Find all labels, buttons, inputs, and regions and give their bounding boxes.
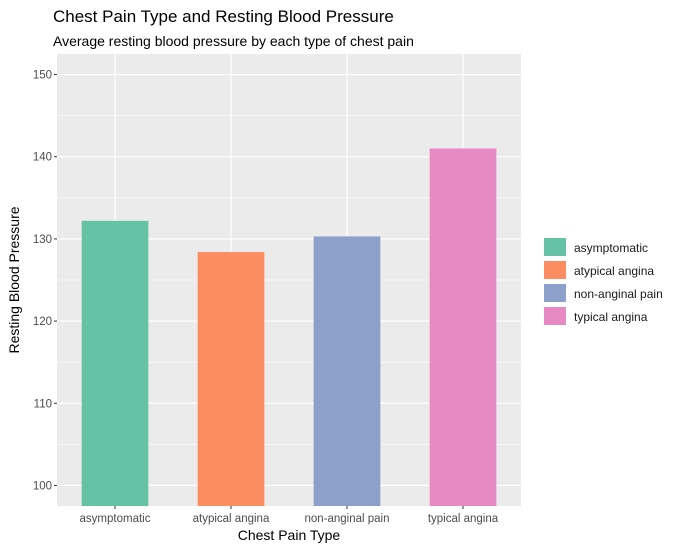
legend-key-atypical-angina xyxy=(544,261,566,279)
y-tick-label: 110 xyxy=(34,398,52,410)
legend-key-asymptomatic xyxy=(544,238,566,256)
bar-typical-angina xyxy=(429,148,497,506)
legend-key-non-anginal-pain xyxy=(544,284,566,302)
y-tick-label: 100 xyxy=(33,480,52,492)
legend-key-typical-angina xyxy=(544,307,566,325)
x-tick-label: non-anginal pain xyxy=(304,513,389,525)
legend-label: typical angina xyxy=(574,310,648,324)
bar-non-anginal-pain xyxy=(313,236,381,506)
x-tick-label: typical angina xyxy=(428,513,499,525)
y-tick-label: 120 xyxy=(33,316,52,328)
bar-asymptomatic xyxy=(81,220,149,506)
chart-title: Chest Pain Type and Resting Blood Pressu… xyxy=(53,7,394,26)
y-tick-label: 150 xyxy=(33,70,52,82)
legend-label: non-anginal pain xyxy=(574,287,663,301)
x-tick-label: atypical angina xyxy=(193,513,270,525)
y-tick-label: 140 xyxy=(33,152,52,164)
legend-label: asymptomatic xyxy=(574,241,649,255)
bar-atypical-angina xyxy=(197,252,265,506)
chart-subtitle: Average resting blood pressure by each t… xyxy=(53,33,414,49)
y-axis-title: Resting Blood Pressure xyxy=(6,206,22,353)
x-axis-title: Chest Pain Type xyxy=(238,527,341,543)
y-tick-label: 130 xyxy=(33,234,52,246)
x-tick-label: asymptomatic xyxy=(80,513,151,525)
legend-label: atypical angina xyxy=(574,264,655,278)
